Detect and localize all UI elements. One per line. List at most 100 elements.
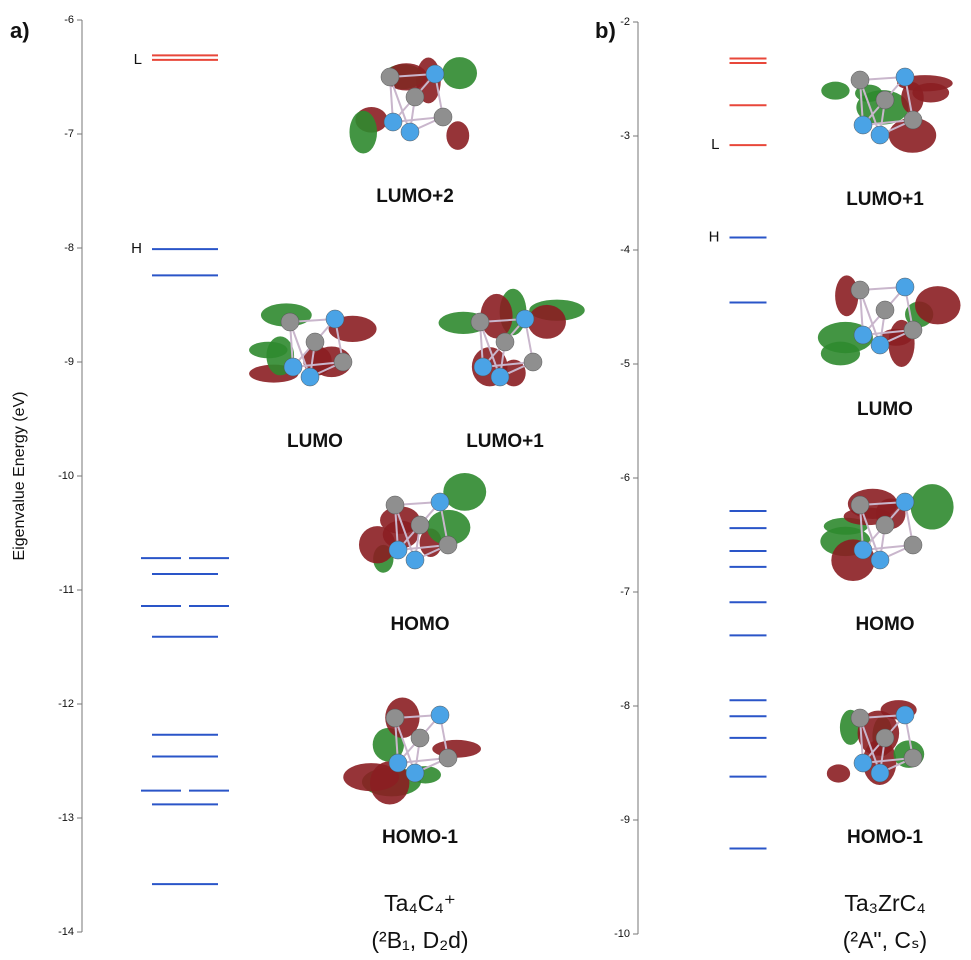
panel-label: a) (10, 18, 30, 43)
atom (426, 65, 444, 83)
orbital-lobe (827, 764, 850, 782)
atom (384, 113, 402, 131)
orbital-image (349, 57, 477, 153)
y-tick-label: -2 (620, 16, 630, 28)
atom (896, 706, 914, 724)
atom (301, 368, 319, 386)
atom (306, 333, 324, 351)
panel-label: b) (595, 18, 616, 43)
atom (431, 493, 449, 511)
atom (406, 764, 424, 782)
atom (876, 91, 894, 109)
formula: Ta₄C₄⁺ (384, 890, 456, 916)
orbital-lobe (249, 342, 287, 358)
orbital-lobe (911, 484, 954, 529)
y-tick-label: -6 (620, 472, 630, 484)
y-tick-label: -9 (620, 814, 630, 826)
y-tick-label: -4 (620, 244, 630, 256)
orbital-image (359, 473, 486, 573)
atom (854, 116, 872, 134)
atom (876, 516, 894, 534)
atom (851, 709, 869, 727)
orbital-label: LUMO+1 (466, 431, 544, 452)
state-label: (²A", Cₛ) (843, 927, 927, 953)
orbital-lobe (349, 111, 377, 154)
orbital-lobe (821, 342, 860, 366)
atom (389, 541, 407, 559)
atom (491, 368, 509, 386)
orbital-lobe (915, 286, 960, 324)
y-axis-label: Eigenvalue Energy (eV) (11, 392, 28, 561)
atom (516, 310, 534, 328)
atom (851, 281, 869, 299)
orbital-lobe (446, 121, 469, 150)
atom (876, 301, 894, 319)
atom (284, 358, 302, 376)
orbital-label: LUMO (287, 431, 343, 452)
level-annotation: L (134, 51, 142, 68)
atom (474, 358, 492, 376)
atom (854, 754, 872, 772)
orbital-label: HOMO-1 (382, 827, 458, 848)
y-tick-label: -10 (614, 928, 630, 940)
state-label: (²B₁, D₂d) (371, 927, 468, 953)
atom (871, 764, 889, 782)
atom (411, 729, 429, 747)
y-tick-label: -9 (64, 356, 74, 368)
atom (326, 310, 344, 328)
atom (411, 516, 429, 534)
atom (851, 496, 869, 514)
y-tick-label: -11 (59, 584, 74, 596)
atom (281, 313, 299, 331)
orbital-image (818, 275, 961, 367)
atom (896, 493, 914, 511)
atom (406, 551, 424, 569)
y-tick-label: -8 (620, 700, 630, 712)
orbital-label: LUMO (857, 399, 913, 420)
orbital-image (820, 484, 953, 581)
atom (871, 126, 889, 144)
atom (876, 729, 894, 747)
orbital-image (821, 68, 952, 153)
atom (381, 68, 399, 86)
atom (496, 333, 514, 351)
y-tick-label: -14 (58, 926, 74, 938)
y-tick-label: -12 (58, 698, 74, 710)
orbital-image (249, 303, 377, 386)
atom (439, 536, 457, 554)
level-annotation: H (709, 228, 720, 245)
atom (854, 326, 872, 344)
orbital-lobe (442, 57, 477, 89)
level-annotation: H (131, 240, 142, 257)
atom (431, 706, 449, 724)
atom (401, 123, 419, 141)
y-tick-label: -5 (620, 358, 630, 370)
atom (334, 353, 352, 371)
y-tick-label: -6 (64, 14, 74, 26)
atom (406, 88, 424, 106)
atom (524, 353, 542, 371)
atom (854, 541, 872, 559)
atom (904, 321, 922, 339)
atom (471, 313, 489, 331)
orbital-image (439, 289, 585, 387)
atom (434, 108, 452, 126)
orbital-label: HOMO-1 (847, 827, 923, 848)
figure: Eigenvalue Energy (eV) a) -6 -7 -8 -9 -10 -11 -… (0, 0, 971, 960)
orbital-lobe (359, 526, 395, 563)
y-tick-label: -3 (620, 130, 630, 142)
atom (389, 754, 407, 772)
orbital-label: HOMO (855, 614, 914, 635)
y-tick-label: -13 (58, 812, 74, 824)
orbital-label: LUMO+1 (846, 189, 924, 210)
atom (904, 111, 922, 129)
atom (386, 709, 404, 727)
y-tick-label: -10 (58, 470, 74, 482)
y-tick-label: -7 (64, 128, 74, 140)
atom (386, 496, 404, 514)
orbital-lobe (443, 473, 486, 511)
level-annotation: L (711, 136, 719, 153)
atom (439, 749, 457, 767)
atom (904, 749, 922, 767)
orbital-image (343, 697, 481, 804)
